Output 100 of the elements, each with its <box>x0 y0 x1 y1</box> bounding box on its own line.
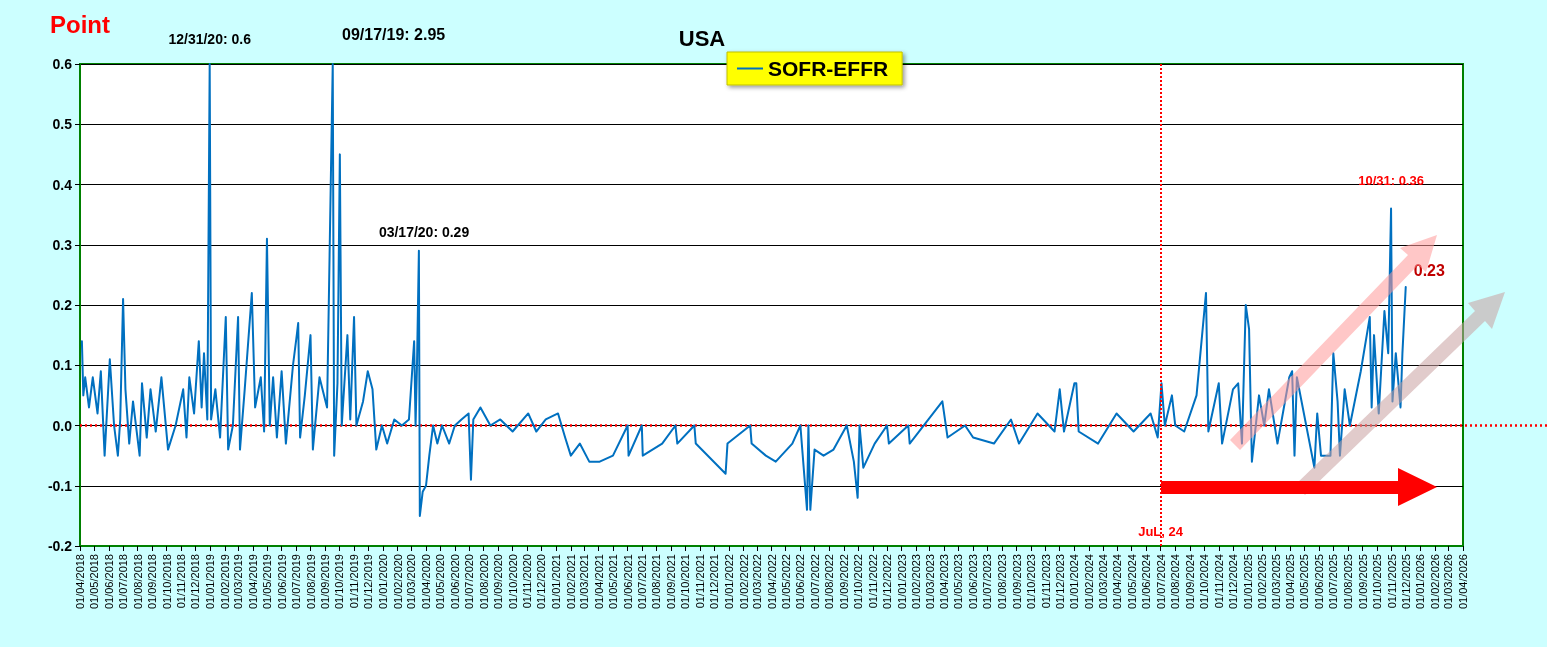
x-tick-label: 01/07/2018 <box>117 554 130 610</box>
x-tick-label: 01/06/2019 <box>275 554 288 610</box>
x-tick-label: 01/09/2020 <box>492 554 505 610</box>
x-tick-label: 01/12/2020 <box>535 554 548 610</box>
x-tick-label: 01/05/2018 <box>88 554 101 610</box>
x-tick-label: 01/09/2022 <box>837 554 850 610</box>
x-tick-label: 01/08/2024 <box>1169 554 1182 610</box>
x-tick-label: 01/04/2024 <box>1111 554 1124 610</box>
x-tick-label: 01/07/2023 <box>981 554 994 610</box>
x-tick-label: 01/09/2019 <box>319 554 332 610</box>
y-tick-label: 0.4 <box>52 176 73 193</box>
x-tick-label: 01/06/2021 <box>621 554 634 610</box>
x-tick-label: 01/09/2024 <box>1183 554 1196 610</box>
x-tick-label: 01/05/2019 <box>260 554 273 610</box>
x-tick-label: 01/01/2019 <box>204 554 217 610</box>
x-tick-label: 01/07/2020 <box>463 554 476 610</box>
x-tick-label: 01/03/2024 <box>1096 554 1109 610</box>
x-tick-label: 01/03/2020 <box>405 554 418 610</box>
x-tick-label: 01/01/2021 <box>550 554 563 610</box>
chart-title: USA <box>678 25 726 51</box>
x-tick-label: 01/02/2020 <box>391 554 404 610</box>
x-tick-label: 01/07/2022 <box>808 554 821 610</box>
y-tick-label: 0.0 <box>52 417 73 434</box>
x-tick-label: 01/03/2021 <box>578 554 591 610</box>
annotation: 12/31/20: 0.6 <box>168 31 252 47</box>
x-tick-label: 01/12/2025 <box>1399 554 1412 610</box>
x-tick-label: 01/01/2023 <box>895 554 908 610</box>
x-tick-label: 01/10/2020 <box>506 554 519 610</box>
y-tick-label: 0.1 <box>52 357 73 374</box>
x-tick-label: 01/06/2020 <box>448 554 461 610</box>
y-tick-label: 0.5 <box>52 116 73 133</box>
x-tick-label: 01/04/2025 <box>1284 554 1297 610</box>
x-tick-label: 01/08/2019 <box>304 554 317 610</box>
x-tick-label: 01/12/2021 <box>708 554 721 610</box>
x-tick-label: 01/02/2023 <box>910 554 923 610</box>
x-tick-label: 01/12/2019 <box>362 554 375 610</box>
x-tick-label: 01/11/2021 <box>694 554 707 609</box>
x-tick-label: 01/12/2022 <box>880 554 893 610</box>
x-tick-label: 01/07/2019 <box>289 554 302 610</box>
x-tick-label: 01/02/2021 <box>564 554 577 610</box>
x-tick-label: 01/05/2025 <box>1298 554 1311 610</box>
x-tick-label: 01/07/2024 <box>1154 554 1167 610</box>
annotation: 10/31: 0.36 <box>1358 172 1424 188</box>
x-tick-label: 01/11/2025 <box>1385 554 1398 609</box>
y-tick-label: -0.2 <box>47 538 73 554</box>
x-tick-label: 01/11/2022 <box>866 554 879 609</box>
x-tick-label: 01/09/2023 <box>1010 554 1023 610</box>
x-tick-label: 01/05/2021 <box>606 554 619 610</box>
x-tick-label: 01/06/2022 <box>794 554 807 610</box>
x-tick-label: 01/09/2021 <box>665 554 678 610</box>
x-tick-label: 01/06/2024 <box>1140 554 1153 610</box>
x-tick-label: 01/02/2026 <box>1429 554 1442 610</box>
x-tick-label: 01/04/2023 <box>938 554 951 610</box>
text: 09/17/19: 2.95 <box>342 25 446 43</box>
x-tick-label: 01/03/2019 <box>232 554 245 610</box>
x-tick-label: 01/07/2021 <box>635 554 648 610</box>
x-tick-label: 01/10/2021 <box>679 554 692 610</box>
x-tick-label: 01/12/2023 <box>1053 554 1066 610</box>
x-tick-label: 01/01/2026 <box>1414 554 1427 610</box>
x-tick-label: 01/10/2025 <box>1370 554 1383 610</box>
x-tick-label: 01/11/2020 <box>521 554 534 609</box>
x-tick-label: 01/11/2019 <box>348 554 361 609</box>
y-tick-label: 0.2 <box>52 297 73 313</box>
x-tick-label: 01/01/2022 <box>722 554 735 610</box>
ref-line-label: JuL, 24 <box>1138 524 1184 539</box>
x-tick-label: 01/06/2018 <box>102 554 115 610</box>
x-tick-label: 01/11/2018 <box>175 554 188 609</box>
x-tick-label: 01/05/2023 <box>952 554 965 610</box>
x-tick-label: 01/11/2024 <box>1212 554 1225 609</box>
x-tick-label: 01/12/2018 <box>189 554 202 610</box>
x-tick-label: 01/06/2025 <box>1313 554 1326 610</box>
x-tick-label: 01/08/2025 <box>1341 554 1354 610</box>
x-tick-label: 01/06/2023 <box>967 554 980 610</box>
x-tick-label: 01/09/2018 <box>146 554 159 610</box>
x-tick-label: 01/10/2024 <box>1198 554 1211 610</box>
x-tick-label: 01/02/2022 <box>737 554 750 610</box>
x-tick-label: 01/11/2023 <box>1039 554 1052 609</box>
x-tick-label: 01/04/2019 <box>246 554 259 610</box>
x-tick-label: 01/08/2021 <box>650 554 663 610</box>
x-tick-label: 01/03/2025 <box>1269 554 1282 610</box>
x-tick-label: 01/10/2019 <box>333 554 346 610</box>
x-tick-label: 01/02/2019 <box>218 554 231 610</box>
x-tick-label: 01/07/2025 <box>1327 554 1340 610</box>
legend-label: SOFR-EFFR <box>768 57 889 80</box>
x-tick-label: 01/03/2022 <box>750 554 763 610</box>
x-tick-label: 01/12/2024 <box>1226 554 1239 610</box>
y-tick-label: 0.6 <box>52 56 73 72</box>
x-tick-label: 01/03/2023 <box>923 554 936 610</box>
x-tick-label: 01/04/2018 <box>74 554 86 610</box>
x-tick-label: 01/05/2022 <box>779 554 792 610</box>
x-tick-label: 01/01/2020 <box>376 554 389 610</box>
x-tick-label: 01/05/2020 <box>434 554 447 610</box>
y-axis-title: Point <box>50 10 110 38</box>
x-tick-label: 01/09/2025 <box>1356 554 1369 610</box>
x-tick-label: 01/05/2024 <box>1125 554 1138 610</box>
x-tick-label: 01/04/2026 <box>1457 554 1469 610</box>
x-tick-label: 01/10/2022 <box>852 554 865 610</box>
x-tick-label: 01/02/2025 <box>1256 554 1269 610</box>
x-tick-label: 01/04/2020 <box>419 554 432 610</box>
x-tick-label: 01/08/2023 <box>996 554 1008 610</box>
